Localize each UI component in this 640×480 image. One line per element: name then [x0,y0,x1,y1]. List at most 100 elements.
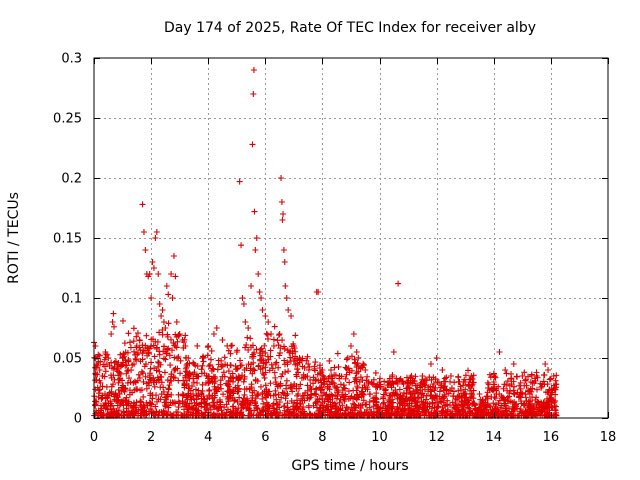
roti-point [448,373,454,379]
roti-point [284,295,290,301]
roti-point [259,307,265,313]
roti-point [122,340,128,346]
roti-point [92,343,98,349]
roti-point [397,386,403,392]
roti-point [276,332,282,338]
roti-point [155,271,161,277]
roti-point [336,364,342,370]
roti-point [211,331,217,337]
roti-point [218,377,224,383]
roti-point [354,349,360,355]
roti-point [238,242,244,248]
roti-point [282,283,288,289]
roti-point [271,337,277,343]
x-tick-label: 4 [204,430,212,445]
x-tick-labels: 0 2 4 6 8 10 12 14 16 18 [90,430,616,445]
x-tick-label: 16 [543,430,560,445]
roti-point [152,235,158,241]
roti-point [434,355,440,361]
roti-point [251,67,257,73]
roti-point [419,373,425,379]
x-tick-label: 6 [261,430,269,445]
roti-point [194,380,200,386]
roti-point [391,349,397,355]
roti-point [241,392,247,398]
roti-point [156,369,162,375]
roti-point [285,307,291,313]
roti-point [249,141,255,147]
roti-point [265,336,271,342]
x-tick-label: 2 [147,430,155,445]
y-tick-label: 0.25 [53,112,82,127]
roti-point [504,371,510,377]
roti-point [447,379,453,385]
roti-point [455,374,461,380]
roti-point [268,331,274,337]
roti-point [288,313,294,319]
roti-point [124,368,130,374]
roti-point [284,378,290,384]
roti-point [271,343,277,349]
grid-lines [94,58,608,418]
roti-point [275,337,281,343]
roti-point [143,333,149,339]
roti-point [272,375,278,381]
roti-point [373,390,379,396]
roti-point [176,392,182,398]
roti-point [279,199,285,205]
roti-point [485,380,491,386]
roti-point [523,394,529,400]
roti-point [162,369,168,375]
roti-point [268,347,274,353]
y-tick-label: 0.05 [53,352,82,367]
roti-point [373,370,379,376]
roti-point [285,368,291,374]
roti-point [139,369,145,375]
roti-point [338,381,344,387]
roti-point [131,325,137,331]
roti-point [142,247,148,253]
roti-point [351,331,357,337]
roti-point [281,247,287,253]
roti-point [200,359,206,365]
y-tick-label: 0.15 [53,232,82,247]
roti-point [127,339,133,345]
roti-point [315,289,321,295]
roti-point [182,332,188,338]
roti-point [439,367,445,373]
y-tick-label: 0.3 [61,52,82,67]
x-tick-label: 8 [318,430,326,445]
roti-point [541,372,547,378]
roti-point [151,265,157,271]
roti-point [395,281,401,287]
roti-point [174,319,180,325]
roti-point [220,337,226,343]
roti-point [154,229,160,235]
roti-point [297,381,303,387]
roti-point [125,330,131,336]
roti-point [265,319,271,325]
roti-point [92,377,98,383]
roti-point [161,319,167,325]
roti-point [170,295,176,301]
roti-point [280,211,286,217]
roti-point [116,377,122,383]
roti-point [206,387,212,393]
roti-point [326,358,332,364]
roti-point [125,380,131,386]
chart-title: Day 174 of 2025, Rate Of TEC Index for r… [164,20,536,36]
roti-point [341,382,347,388]
roti-point [292,332,298,338]
roti-point [120,318,126,324]
data-points [91,67,559,419]
roti-point [157,301,163,307]
roti-point [111,324,117,330]
roti-point [258,295,264,301]
x-tick-label: 14 [486,430,503,445]
roti-point [514,374,520,380]
x-tick-label: 18 [600,430,617,445]
roti-point [167,362,173,368]
roti-point [312,359,318,365]
roti-point [208,357,214,363]
roti-point [160,307,166,313]
